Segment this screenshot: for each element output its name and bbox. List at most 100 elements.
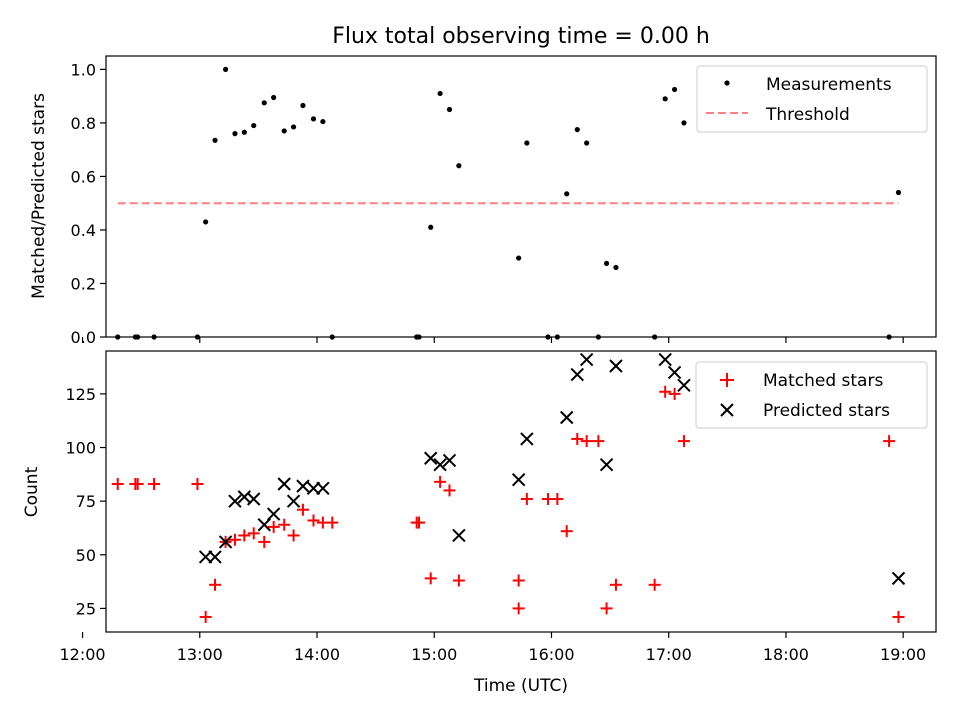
measurement-point: [251, 122, 257, 129]
chart-title: Flux total observing time = 0.00 h: [332, 24, 710, 49]
matched-star-point: [452, 574, 465, 587]
measurement-point: [300, 102, 306, 109]
predicted-star-point: [677, 378, 691, 393]
matched-star-point: [258, 535, 271, 548]
measurement-point: [437, 90, 443, 97]
matched-star-point: [278, 518, 291, 531]
predicted-star-point: [218, 535, 233, 549]
top-y-tick-label: 0.6: [71, 167, 96, 186]
top-y-tick-label: 1.0: [71, 60, 96, 79]
measurement-point: [584, 140, 590, 146]
predicted-star-point: [257, 518, 271, 532]
top-plot: 0.0 0.2 0.4 0.6 0.8 1.0 Matched/Predicted sta…: [29, 55, 937, 347]
measurement-point: [681, 120, 687, 126]
predicted-star-point: [208, 550, 222, 564]
predicted-star-point: [667, 365, 682, 380]
measurement-point: [428, 224, 434, 230]
top-y-tick-label: 0.4: [71, 221, 96, 240]
bottom-y-tick-label: 100: [65, 439, 96, 458]
matched-star-point: [199, 610, 212, 623]
predicted-star-point: [658, 352, 672, 367]
predicted-star-point: [570, 367, 584, 382]
measurement-point: [516, 255, 522, 261]
measurement-point: [261, 100, 267, 106]
matched-star-point: [209, 578, 222, 591]
bottom-y-tick-label: 50: [76, 546, 96, 565]
measurement-point: [524, 140, 530, 146]
x-axis-label: Time (UTC): [473, 676, 568, 696]
predicted-star-point: [560, 410, 574, 425]
measurement-point: [662, 96, 668, 102]
measurement-point: [564, 191, 570, 197]
matched-star-point: [883, 435, 896, 448]
matched-star-point: [648, 578, 661, 591]
matched-star-point: [609, 578, 622, 591]
measurement-point: [895, 189, 902, 196]
top-legend-box: [696, 65, 928, 133]
measurement-point: [281, 128, 287, 134]
measurement-point: [671, 86, 678, 93]
bottom-plot: 25 50 75 100 125 12:00 13:00 14:00 15:00 16:00 17…: [22, 350, 937, 696]
predicted-star-point: [247, 492, 261, 506]
measurement-point: [241, 129, 247, 135]
measurement-point: [574, 126, 580, 133]
bottom-y-tick-label: 25: [76, 599, 96, 618]
measurement-point: [222, 66, 229, 72]
measurement-point: [613, 264, 619, 271]
predicted-star-point: [286, 494, 301, 508]
bottom-plot-marks: [111, 352, 906, 623]
legend-marker-measurements: [724, 80, 730, 86]
matched-star-point: [520, 493, 533, 506]
bottom-y-tick-label: 125: [65, 385, 96, 404]
top-legend: Measurements Threshold: [696, 65, 928, 133]
matched-star-point: [592, 435, 605, 448]
bottom-y-tick-label: 75: [76, 492, 96, 511]
predicted-star-point: [442, 453, 457, 468]
legend-marker-matched: [720, 373, 734, 387]
predicted-star-point: [891, 571, 906, 586]
bottom-plot-frame: [105, 350, 937, 633]
matched-star-point: [668, 387, 681, 400]
top-y-ticks: 0.0 0.2 0.4 0.6 0.8 1.0: [71, 60, 106, 347]
top-y-tick-label: 0.8: [71, 114, 96, 133]
measurement-point: [446, 106, 453, 113]
bottom-legend: Matched stars Predicted stars: [695, 361, 928, 429]
matched-star-point: [307, 514, 320, 527]
matched-star-point: [148, 477, 161, 490]
x-tick-label: 15:00: [411, 645, 457, 664]
predicted-star-point: [424, 451, 438, 465]
predicted-star-point: [316, 481, 330, 495]
matched-star-point: [247, 527, 260, 540]
matched-star-point: [131, 477, 144, 490]
measurement-point: [271, 94, 277, 101]
bottom-y-ticks: 25 50 75 100 125: [65, 385, 106, 618]
matched-star-point: [571, 432, 584, 445]
top-y-tick-label: 0.0: [71, 328, 96, 347]
matched-star-point: [677, 435, 690, 448]
measurement-point: [456, 163, 462, 169]
matched-star-point: [443, 484, 456, 497]
matched-star-point: [191, 477, 204, 490]
predicted-star-point: [452, 528, 466, 543]
predicted-star-point: [609, 359, 623, 373]
top-x-ticks: [81, 337, 904, 343]
matched-star-point: [580, 435, 593, 448]
legend-label-matched: Matched stars: [763, 371, 883, 391]
x-tick-label: 19:00: [880, 645, 926, 664]
matched-star-point: [560, 525, 573, 538]
top-y-tick-label: 0.2: [71, 274, 96, 293]
matched-star-point: [287, 529, 300, 542]
measurement-point: [310, 116, 317, 122]
predicted-star-point: [266, 507, 281, 521]
legend-label-measurements: Measurements: [766, 75, 892, 95]
matched-star-point: [111, 477, 124, 490]
top-plot-marks: [115, 66, 902, 340]
x-tick-label: 16:00: [528, 645, 574, 664]
matched-star-point: [600, 602, 613, 615]
predicted-star-point: [228, 494, 242, 508]
predicted-star-point: [511, 472, 526, 487]
matched-star-point: [228, 533, 241, 546]
matched-star-point: [238, 529, 251, 542]
measurement-point: [212, 137, 218, 143]
